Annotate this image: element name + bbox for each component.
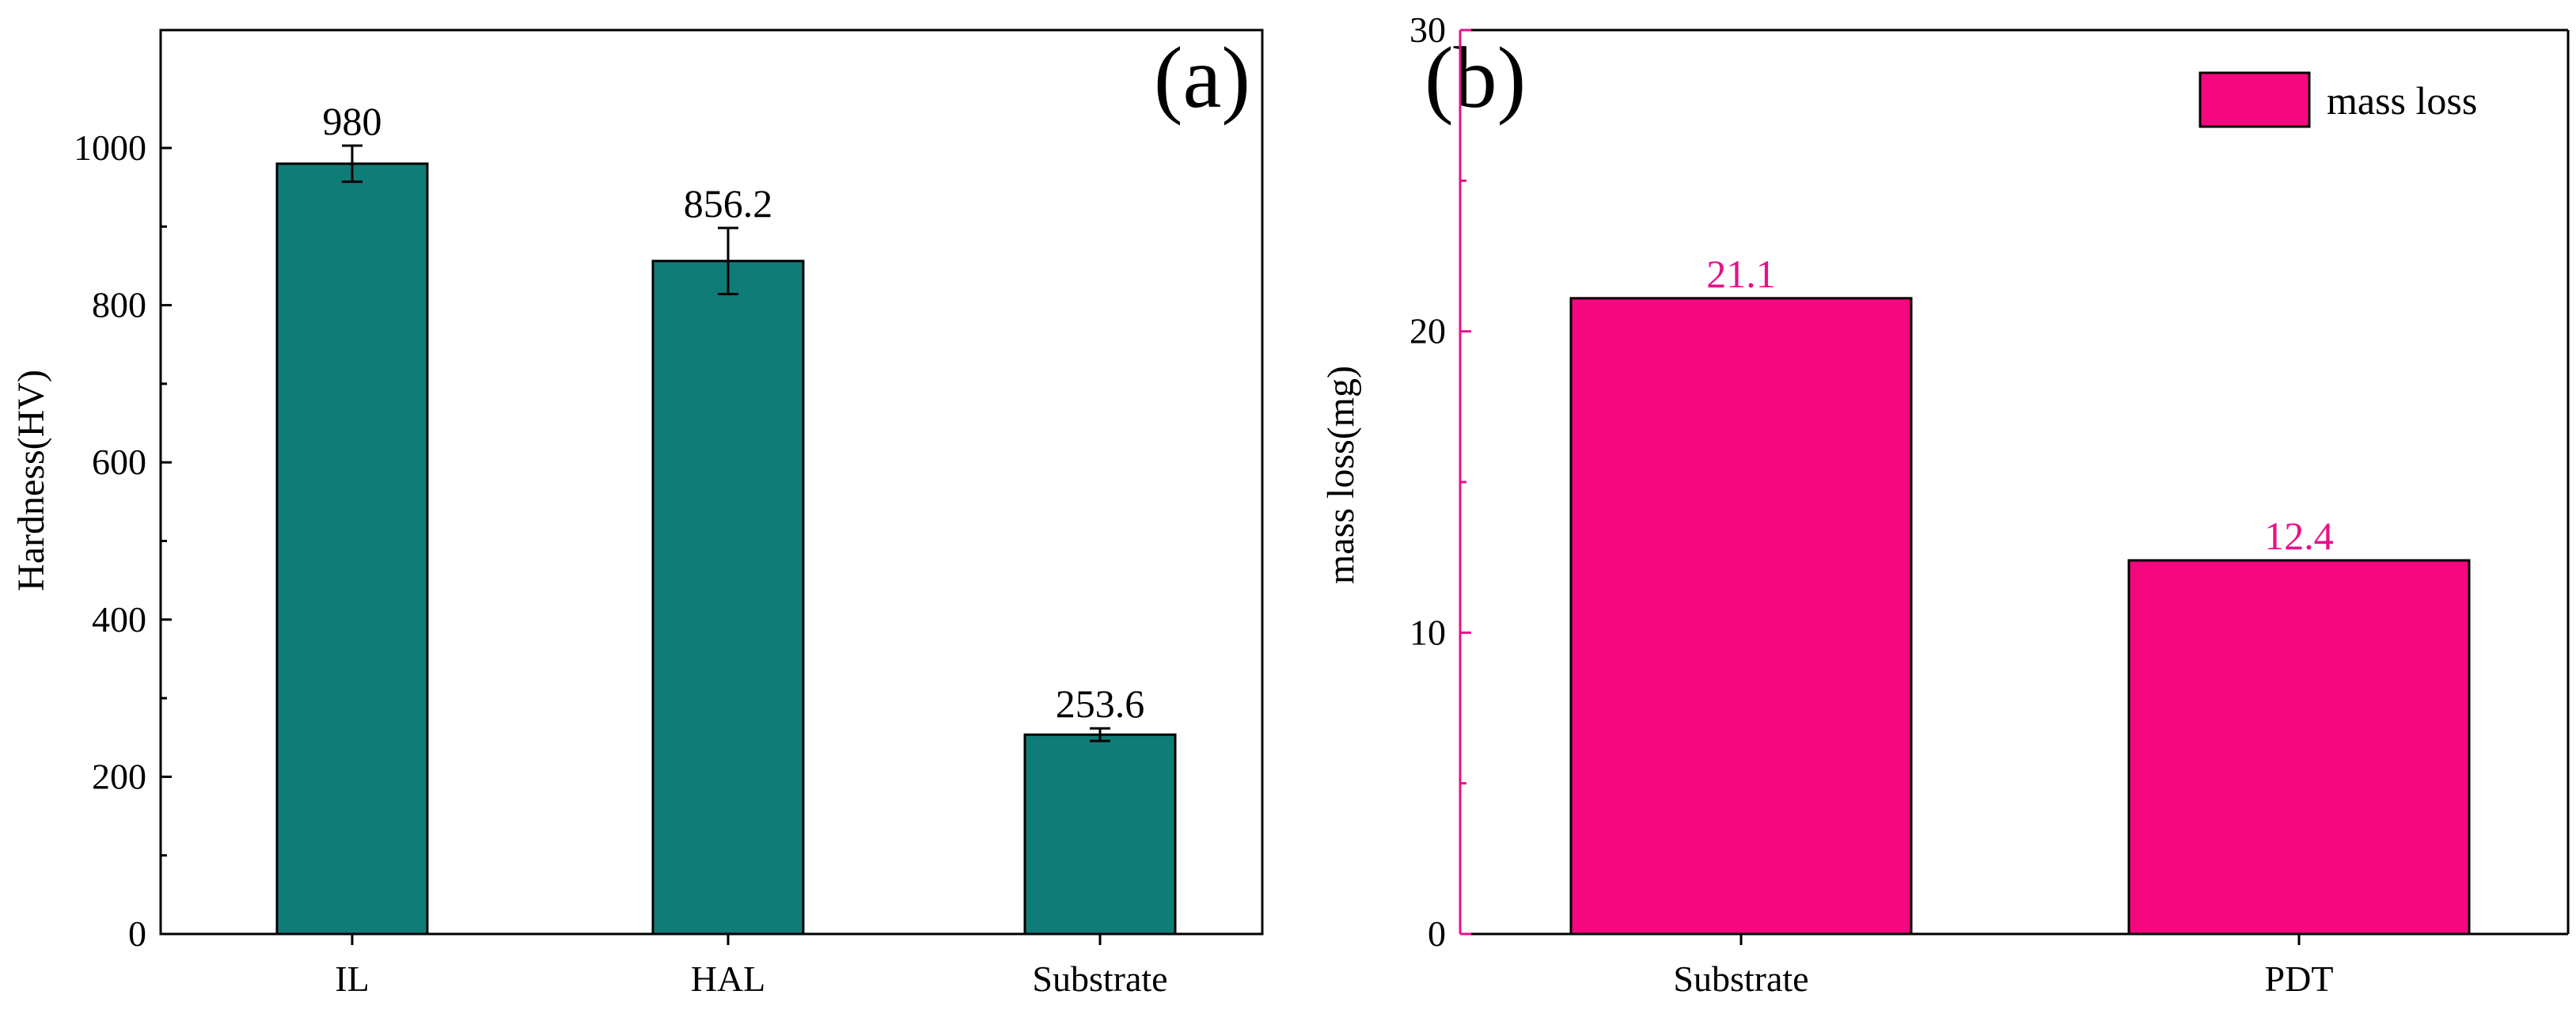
panel-a-tag: (a) (1154, 29, 1250, 126)
bar (651, 260, 805, 936)
data-label: 253.6 (1056, 681, 1145, 726)
y-tick-label: 600 (92, 442, 146, 482)
bar (275, 162, 429, 936)
legend-swatch (2199, 71, 2311, 128)
bar (1023, 733, 1177, 936)
x-tick-label: IL (335, 959, 369, 999)
x-tick-label: Substrate (1673, 959, 1808, 999)
x-tick-label: Substrate (1032, 959, 1167, 999)
panel-b-legend: mass loss (2199, 71, 2477, 128)
y-tick-label: 800 (92, 285, 146, 325)
y-tick-label: 200 (92, 756, 146, 796)
y-tick-label: 0 (1428, 913, 1446, 954)
panel-b-y-axis-title: mass loss(mg) (1320, 366, 1362, 584)
y-tick-label: 30 (1409, 9, 1446, 50)
x-tick-label: PDT (2265, 959, 2334, 999)
data-label: 980 (323, 99, 382, 143)
y-tick-label: 20 (1409, 311, 1446, 351)
bar (1569, 297, 1913, 936)
data-label: 856.2 (684, 181, 773, 226)
y-tick-label: 0 (128, 913, 146, 954)
panel-b-mass-loss-chart: (b) mass loss(mg) 0 10 20 30 Substrate 21.1 PD… (1320, 9, 2570, 999)
bar (2127, 559, 2471, 936)
panel-a-y-axis-title: Hardness(HV) (10, 370, 52, 591)
data-label: 21.1 (1706, 252, 1776, 296)
x-tick-label: HAL (691, 959, 766, 999)
panel-a-hardness-chart: (a) Hardness(HV) 0 200 400 600 800 1000 IL 980 H… (10, 28, 1264, 999)
data-label: 12.4 (2264, 514, 2334, 558)
y-tick-label: 10 (1409, 612, 1446, 652)
panel-b-tag: (b) (1425, 29, 1526, 126)
legend-label: mass loss (2327, 78, 2477, 123)
y-tick-label: 1000 (74, 127, 146, 168)
y-tick-label: 400 (92, 599, 146, 640)
